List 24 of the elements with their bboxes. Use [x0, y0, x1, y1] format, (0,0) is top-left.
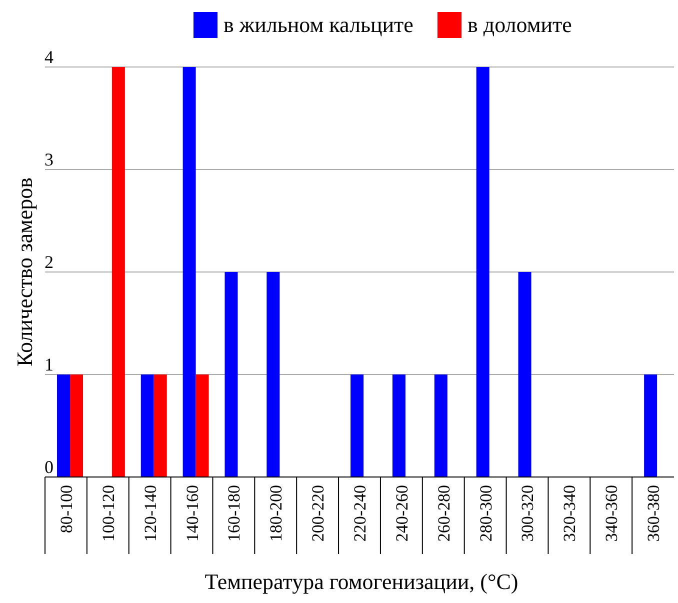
y-tick-label: 4: [44, 47, 54, 67]
y-tick-label: 2: [44, 252, 54, 272]
y-tick-label: 3: [44, 150, 54, 170]
x-tick-label: 180-200: [266, 485, 286, 542]
y-axis-title: Количество замеров: [12, 177, 37, 367]
x-tick-label: 320-340: [560, 485, 580, 542]
x-tick-label: 260-280: [434, 485, 454, 542]
x-tick-label: 100-120: [98, 485, 118, 542]
x-axis-title: Температура гомогенизации, (°C): [204, 569, 518, 594]
x-tick-label: 200-220: [308, 485, 328, 542]
x-tick-label: 220-240: [350, 485, 370, 542]
y-tick-label: 0: [44, 457, 54, 477]
legend-label: в жильном кальците: [224, 12, 414, 37]
y-tick-label: 1: [44, 354, 54, 374]
legend-label: в доломите: [468, 12, 572, 37]
x-tick-label: 280-300: [476, 485, 496, 542]
x-tick-label: 140-160: [182, 485, 202, 542]
x-tick-label: 160-180: [224, 485, 244, 542]
x-tick-label: 300-320: [518, 485, 538, 542]
x-tick-label: 240-260: [392, 485, 412, 542]
x-tick-label: 360-380: [644, 485, 664, 542]
x-tick-label: 120-140: [140, 485, 160, 542]
x-tick-label: 80-100: [56, 485, 76, 534]
x-tick-label: 340-360: [602, 485, 622, 542]
